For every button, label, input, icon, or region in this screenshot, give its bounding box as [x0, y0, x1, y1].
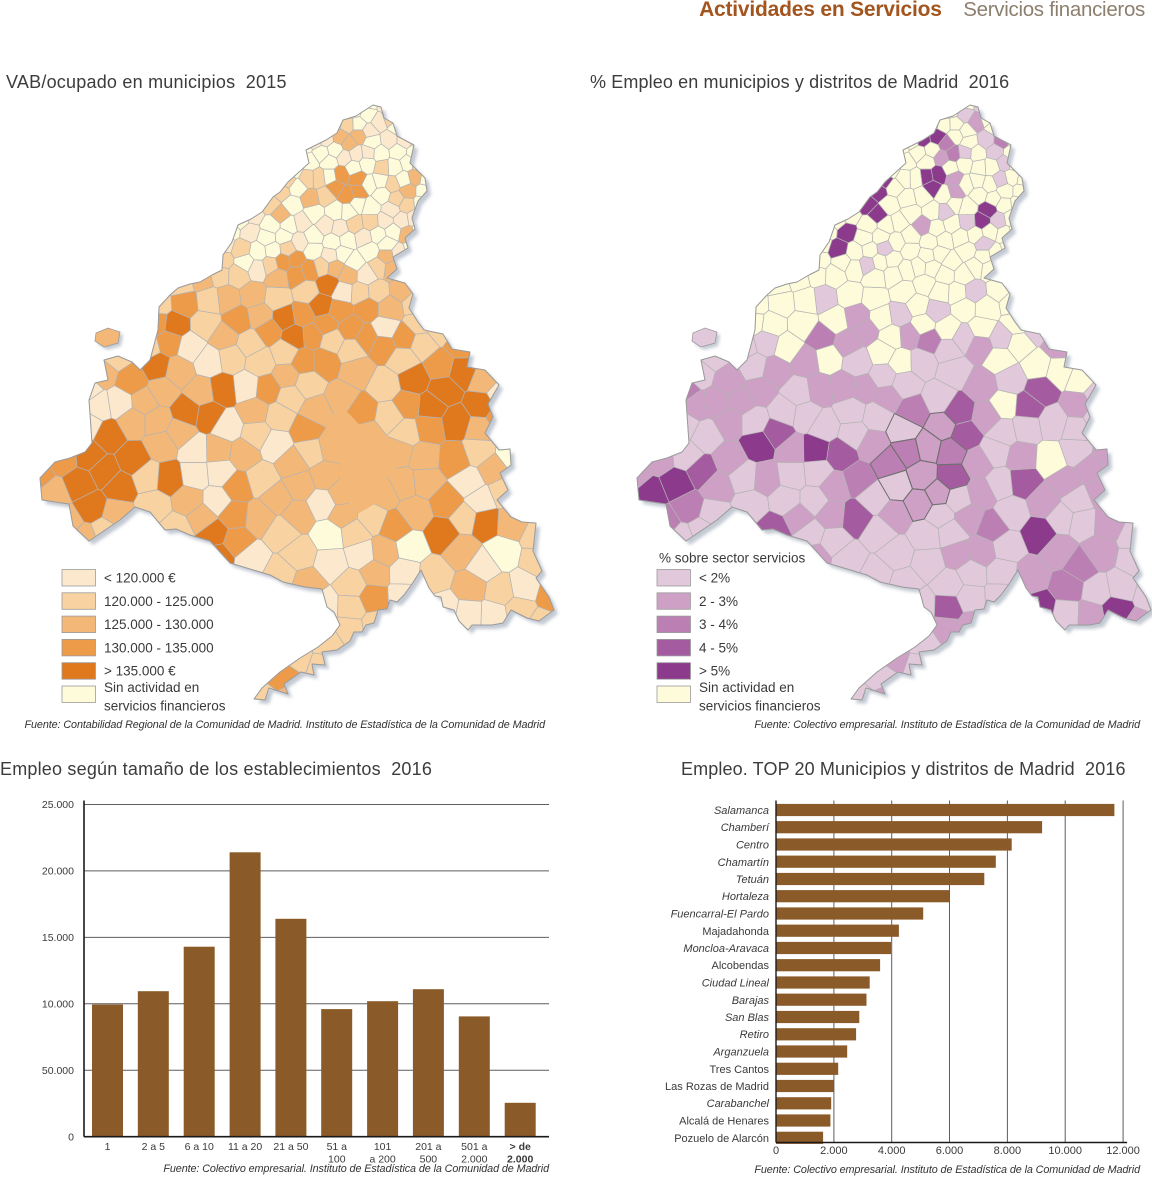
svg-text:Retiro: Retiro	[740, 1029, 769, 1041]
svg-text:Carabanchel: Carabanchel	[707, 1098, 770, 1110]
svg-text:< 2%: < 2%	[699, 571, 730, 586]
svg-text:> de: > de	[510, 1141, 531, 1153]
svg-text:3 - 4%: 3 - 4%	[699, 617, 738, 632]
svg-text:6.000: 6.000	[936, 1145, 964, 1157]
svg-text:Alcobendas: Alcobendas	[712, 960, 770, 972]
svg-text:500: 500	[420, 1154, 438, 1166]
svg-text:6 a 10: 6 a 10	[185, 1141, 214, 1153]
svg-text:130.000 - 135.000: 130.000 - 135.000	[104, 640, 214, 655]
svg-text:0: 0	[68, 1131, 74, 1143]
svg-text:25.000: 25.000	[42, 799, 74, 811]
svg-text:0: 0	[773, 1145, 779, 1157]
svg-text:15.000: 15.000	[42, 932, 74, 944]
svg-text:Moncloa-Aravaca: Moncloa-Aravaca	[683, 943, 769, 955]
svg-text:4.000: 4.000	[878, 1145, 906, 1157]
svg-text:Centro: Centro	[736, 840, 769, 852]
svg-text:2.000: 2.000	[461, 1154, 487, 1166]
svg-text:% sobre sector servicios: % sobre sector servicios	[659, 551, 806, 566]
svg-text:Tetuán: Tetuán	[736, 874, 769, 886]
svg-text:Las Rozas de Madrid: Las Rozas de Madrid	[665, 1081, 769, 1093]
svg-text:12.000: 12.000	[1106, 1145, 1140, 1157]
svg-text:< 120.000 €: < 120.000 €	[104, 571, 176, 586]
svg-text:Sin actividad en: Sin actividad en	[699, 680, 794, 695]
svg-text:a 200: a 200	[369, 1154, 395, 1166]
svg-text:San Blas: San Blas	[725, 1012, 770, 1024]
svg-text:51 a: 51 a	[327, 1141, 348, 1153]
svg-text:2.000: 2.000	[820, 1145, 848, 1157]
svg-text:2 - 3%: 2 - 3%	[699, 594, 738, 609]
svg-text:Majadahonda: Majadahonda	[702, 926, 770, 938]
svg-text:125.000 - 130.000: 125.000 - 130.000	[104, 617, 214, 632]
svg-text:Chamberí: Chamberí	[721, 822, 770, 834]
svg-text:2 a 5: 2 a 5	[142, 1141, 166, 1153]
svg-text:servicios financieros: servicios financieros	[699, 699, 821, 714]
svg-text:501 a: 501 a	[461, 1141, 487, 1153]
svg-text:Ciudad Lineal: Ciudad Lineal	[702, 978, 770, 990]
svg-text:4 - 5%: 4 - 5%	[699, 640, 738, 655]
svg-text:10.000: 10.000	[42, 998, 74, 1010]
svg-text:21 a 50: 21 a 50	[273, 1141, 308, 1153]
svg-text:Chamartín: Chamartín	[718, 857, 769, 869]
svg-text:8.000: 8.000	[994, 1145, 1022, 1157]
svg-text:servicios financieros: servicios financieros	[104, 699, 226, 714]
svg-text:Sin actividad en: Sin actividad en	[104, 680, 199, 695]
svg-text:Fuencarral-El Pardo: Fuencarral-El Pardo	[671, 909, 769, 921]
svg-text:11 a 20: 11 a 20	[228, 1141, 262, 1153]
svg-text:20.000: 20.000	[42, 866, 74, 878]
svg-text:Barajas: Barajas	[732, 995, 770, 1007]
svg-text:Arganzuela: Arganzuela	[712, 1047, 769, 1059]
svg-text:Tres Cantos: Tres Cantos	[709, 1064, 769, 1076]
svg-text:Alcalá de Henares: Alcalá de Henares	[679, 1116, 769, 1128]
svg-text:> 135.000 €: > 135.000 €	[104, 664, 176, 679]
svg-text:> 5%: > 5%	[699, 664, 730, 679]
svg-text:Hortaleza: Hortaleza	[722, 891, 769, 903]
svg-text:Salamanca: Salamanca	[714, 805, 769, 817]
svg-text:1: 1	[105, 1141, 111, 1153]
svg-text:2.000: 2.000	[507, 1154, 533, 1166]
svg-text:120.000 - 125.000: 120.000 - 125.000	[104, 594, 214, 609]
svg-text:Pozuelo de Alarcón: Pozuelo de Alarcón	[674, 1133, 769, 1145]
svg-text:50.000: 50.000	[42, 1065, 74, 1077]
svg-text:10.000: 10.000	[1048, 1145, 1082, 1157]
svg-text:201 a: 201 a	[415, 1141, 441, 1153]
svg-text:101: 101	[374, 1141, 392, 1153]
svg-text:100: 100	[328, 1154, 346, 1166]
